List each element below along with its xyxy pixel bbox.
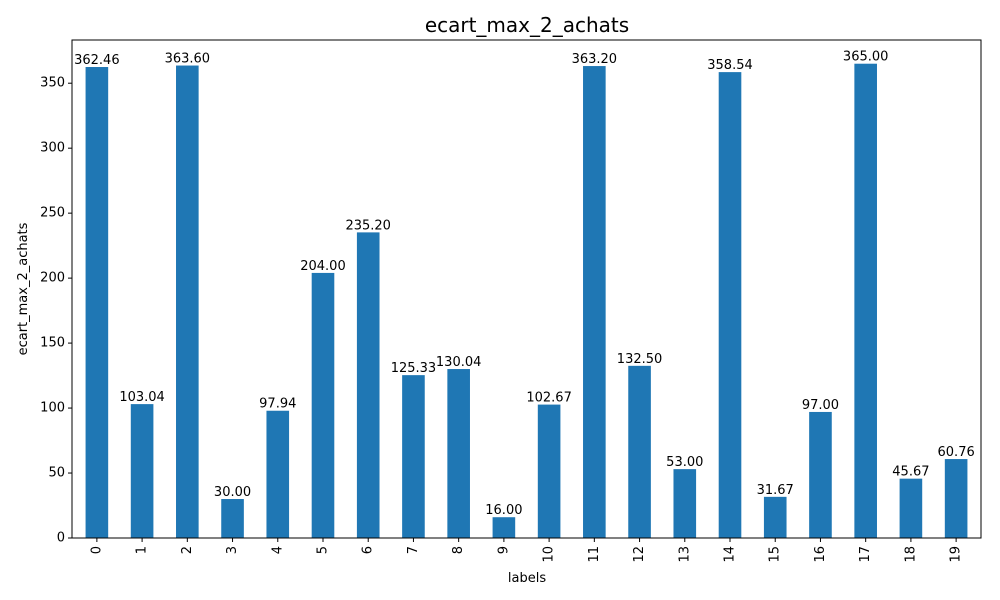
y-tick-label-300: 300 [40, 141, 65, 156]
y-tick-label-50: 50 [48, 466, 65, 481]
bars-group [85, 63, 968, 539]
bar-8 [447, 369, 470, 538]
bar-5 [311, 272, 335, 538]
bar-9 [492, 517, 516, 538]
data-label-18: 45.67 [892, 465, 929, 480]
bar-13 [673, 469, 697, 538]
x-tick-label-3: 3 [225, 546, 240, 554]
x-tick-label-1: 1 [135, 546, 150, 554]
x-tick-label-2: 2 [180, 546, 195, 554]
bar-2 [176, 65, 199, 539]
data-label-9: 16.00 [485, 503, 522, 518]
data-label-6: 235.20 [345, 218, 391, 233]
data-label-0: 362.46 [74, 53, 120, 68]
x-tick-label-12: 12 [632, 546, 647, 563]
x-tick-label-16: 16 [813, 546, 828, 563]
y-tick-label-350: 350 [40, 76, 65, 91]
bar-11 [583, 66, 606, 539]
x-axis-label: labels [508, 571, 546, 586]
bar-3 [221, 499, 244, 538]
data-label-3: 30.00 [214, 485, 251, 500]
x-tick-label-7: 7 [406, 546, 421, 554]
y-tick-label-150: 150 [40, 336, 65, 351]
x-tick-label-14: 14 [723, 546, 738, 563]
data-label-19: 60.76 [938, 445, 975, 460]
x-tick-label-15: 15 [768, 546, 783, 563]
bar-15 [763, 496, 787, 538]
x-tick-label-17: 17 [858, 546, 873, 563]
data-label-5: 204.00 [300, 259, 346, 274]
y-tick-label-100: 100 [40, 401, 65, 416]
data-label-8: 130.04 [436, 355, 482, 370]
y-axis-label: ecart_max_2_achats [16, 222, 31, 355]
chart-title: ecart_max_2_achats [425, 13, 629, 37]
data-label-14: 358.54 [707, 58, 753, 73]
data-label-12: 132.50 [617, 352, 663, 367]
x-tick-label-5: 5 [315, 546, 330, 554]
bar-6 [356, 232, 380, 538]
bar-4 [266, 410, 290, 538]
bar-10 [537, 404, 561, 538]
bar-0 [85, 67, 109, 538]
data-label-4: 97.94 [259, 397, 296, 412]
y-tick-label-200: 200 [40, 271, 65, 286]
x-tick-label-4: 4 [270, 546, 285, 554]
data-label-2: 363.60 [165, 52, 211, 67]
x-tick-label-0: 0 [89, 546, 104, 554]
bar-1 [130, 404, 154, 538]
data-labels-group: 362.46 103.04 363.60 30.00 97.94 204.00 235.20… [74, 50, 975, 518]
bar-18 [899, 478, 923, 538]
data-label-16: 97.00 [802, 398, 839, 413]
y-tick-label-0: 0 [57, 531, 65, 546]
data-label-10: 102.67 [526, 391, 572, 406]
x-tick-label-19: 19 [949, 546, 964, 563]
bar-17 [854, 63, 877, 538]
y-axis: 0 50 100 150 200 250 300 350 [40, 76, 72, 546]
y-tick-label-250: 250 [40, 206, 65, 221]
data-label-1: 103.04 [119, 390, 165, 405]
bar-14 [718, 72, 742, 538]
data-label-7: 125.33 [391, 361, 437, 376]
bar-16 [809, 411, 832, 538]
x-tick-label-10: 10 [542, 546, 557, 563]
plot-frame [71, 39, 982, 539]
x-tick-label-6: 6 [361, 546, 376, 554]
data-label-13: 53.00 [666, 455, 703, 470]
data-label-11: 363.20 [572, 52, 618, 67]
bar-7 [402, 375, 425, 538]
x-tick-label-11: 11 [587, 546, 602, 563]
bar-12 [628, 365, 651, 538]
data-label-15: 31.67 [757, 483, 794, 498]
bar-19 [944, 459, 968, 538]
x-tick-label-8: 8 [451, 546, 466, 554]
x-tick-label-18: 18 [903, 546, 918, 563]
x-tick-label-13: 13 [677, 546, 692, 563]
x-tick-label-9: 9 [496, 546, 511, 554]
data-label-17: 365.00 [843, 50, 889, 65]
x-axis: 0 1 2 3 4 5 6 7 8 9 10 11 12 13 14 15 16 17 18 19 [89, 538, 964, 563]
